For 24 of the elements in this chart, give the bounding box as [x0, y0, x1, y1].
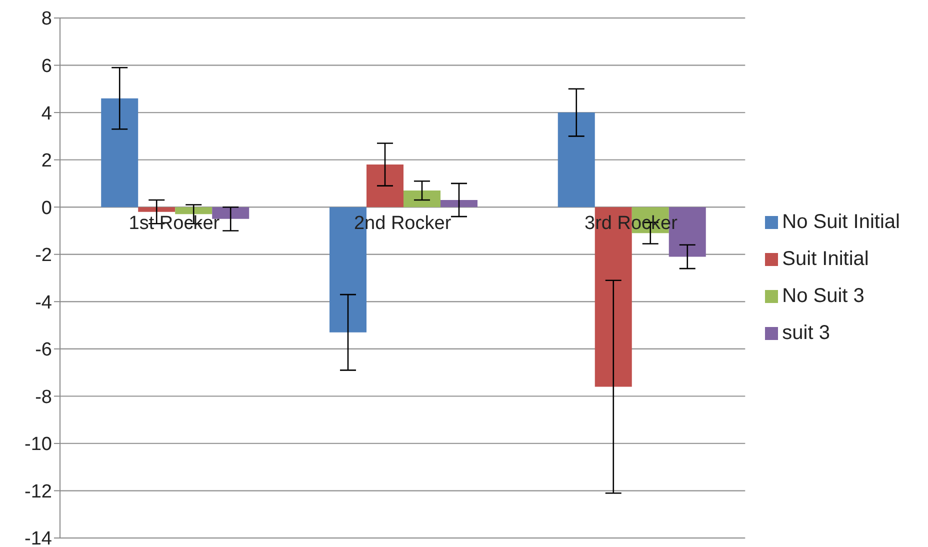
bar: [403, 190, 440, 208]
y-tick-label: -14: [24, 528, 52, 547]
bar: [138, 207, 176, 212]
bar: [440, 200, 478, 208]
y-tick-label: -10: [24, 434, 52, 456]
y-tick-label: 6: [41, 56, 52, 78]
y-tick-label: -6: [35, 340, 52, 361]
y-tick-label: -2: [35, 245, 52, 266]
x-tick-label: 1st Rocker: [128, 213, 220, 234]
y-tick-label: 8: [41, 8, 52, 30]
legend-label: No Suit Initial: [782, 210, 900, 232]
y-tick-label: 0: [41, 198, 52, 219]
bar: [175, 207, 212, 214]
bar: [558, 112, 595, 208]
bar: [101, 98, 138, 208]
y-tick-label: 4: [41, 103, 52, 124]
y-tick-label: -12: [24, 481, 52, 502]
y-tick-label: -8: [35, 386, 52, 408]
y-tick-label: -4: [35, 292, 52, 314]
legend-label: Suit Initial: [782, 248, 869, 270]
y-tick-label: 2: [41, 150, 52, 172]
legend-label: No Suit 3: [782, 284, 864, 306]
legend-label: suit 3: [782, 322, 830, 344]
bar: [366, 164, 404, 208]
